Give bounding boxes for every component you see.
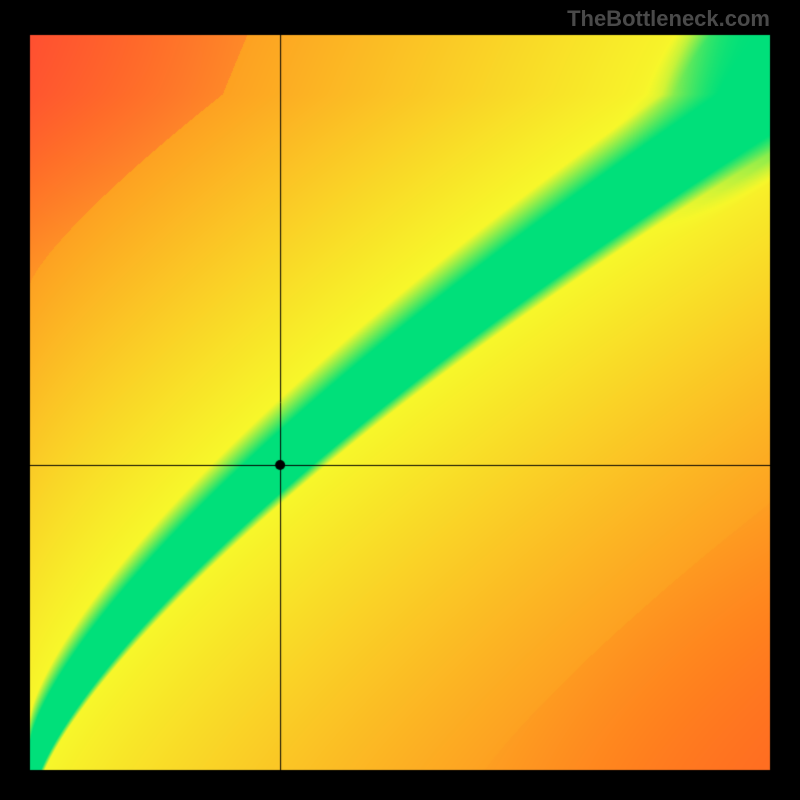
bottleneck-heatmap	[0, 0, 800, 800]
chart-container: TheBottleneck.com	[0, 0, 800, 800]
watermark-text: TheBottleneck.com	[567, 6, 770, 32]
